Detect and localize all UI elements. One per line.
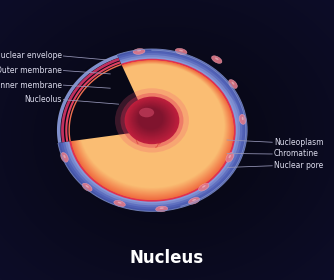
Ellipse shape <box>82 183 92 191</box>
Ellipse shape <box>74 62 230 195</box>
Ellipse shape <box>114 200 125 207</box>
Ellipse shape <box>133 103 170 135</box>
Ellipse shape <box>175 48 187 55</box>
Ellipse shape <box>64 55 240 205</box>
Ellipse shape <box>156 206 168 212</box>
Ellipse shape <box>138 108 163 129</box>
Ellipse shape <box>137 107 164 130</box>
Ellipse shape <box>211 56 222 63</box>
Text: Nucleolus: Nucleolus <box>24 95 62 104</box>
Ellipse shape <box>202 185 205 188</box>
Polygon shape <box>55 53 152 143</box>
Ellipse shape <box>73 62 231 196</box>
Text: Nuclear envelope: Nuclear envelope <box>0 52 62 60</box>
Ellipse shape <box>137 106 165 131</box>
Ellipse shape <box>228 155 231 158</box>
Ellipse shape <box>188 197 200 204</box>
Ellipse shape <box>79 64 224 188</box>
Ellipse shape <box>77 63 227 191</box>
Ellipse shape <box>75 62 228 193</box>
Ellipse shape <box>78 64 225 189</box>
Ellipse shape <box>57 49 247 211</box>
Ellipse shape <box>139 108 154 117</box>
Ellipse shape <box>242 117 243 120</box>
Ellipse shape <box>130 101 173 138</box>
Ellipse shape <box>231 82 234 85</box>
Ellipse shape <box>68 59 236 202</box>
Ellipse shape <box>76 63 228 193</box>
Ellipse shape <box>66 57 238 203</box>
Ellipse shape <box>137 50 141 52</box>
Ellipse shape <box>133 48 145 54</box>
Ellipse shape <box>131 102 172 137</box>
Ellipse shape <box>132 103 171 136</box>
Ellipse shape <box>70 60 233 199</box>
Ellipse shape <box>78 64 226 190</box>
Ellipse shape <box>77 63 227 191</box>
Ellipse shape <box>74 62 230 195</box>
Text: Nuclear pore: Nuclear pore <box>274 161 323 170</box>
Ellipse shape <box>78 64 225 189</box>
Ellipse shape <box>71 61 232 198</box>
Ellipse shape <box>76 63 228 192</box>
Ellipse shape <box>125 97 179 144</box>
Ellipse shape <box>127 99 176 141</box>
Ellipse shape <box>126 98 177 142</box>
Ellipse shape <box>73 62 231 197</box>
Ellipse shape <box>135 105 167 133</box>
Text: Nucleus: Nucleus <box>130 249 204 267</box>
Text: Nucleoplasm: Nucleoplasm <box>274 138 323 147</box>
Ellipse shape <box>72 61 232 197</box>
Ellipse shape <box>239 114 246 124</box>
Ellipse shape <box>79 64 225 189</box>
Ellipse shape <box>72 61 232 197</box>
Ellipse shape <box>121 93 183 148</box>
Ellipse shape <box>128 100 175 140</box>
Ellipse shape <box>226 153 233 162</box>
Ellipse shape <box>61 153 68 162</box>
Ellipse shape <box>86 185 89 188</box>
Ellipse shape <box>126 97 178 143</box>
Ellipse shape <box>75 62 229 193</box>
Ellipse shape <box>228 80 237 88</box>
Text: Chromatine: Chromatine <box>274 150 319 158</box>
Ellipse shape <box>76 63 228 192</box>
Ellipse shape <box>192 199 196 201</box>
Ellipse shape <box>77 63 227 192</box>
Ellipse shape <box>78 64 226 190</box>
Text: Outer membrane: Outer membrane <box>0 66 62 75</box>
Ellipse shape <box>179 50 183 52</box>
Ellipse shape <box>61 53 242 207</box>
Ellipse shape <box>199 183 209 191</box>
Ellipse shape <box>64 71 239 161</box>
Ellipse shape <box>160 207 164 209</box>
Ellipse shape <box>70 60 234 200</box>
Ellipse shape <box>75 62 229 194</box>
Ellipse shape <box>72 61 231 197</box>
Ellipse shape <box>134 104 168 134</box>
Ellipse shape <box>59 51 245 209</box>
Ellipse shape <box>73 62 231 196</box>
Ellipse shape <box>73 62 230 196</box>
Ellipse shape <box>115 88 189 153</box>
Ellipse shape <box>71 61 233 199</box>
Ellipse shape <box>71 61 232 199</box>
Ellipse shape <box>79 64 225 188</box>
Ellipse shape <box>79 64 224 188</box>
Ellipse shape <box>75 62 229 194</box>
Ellipse shape <box>76 63 227 192</box>
Ellipse shape <box>78 64 226 190</box>
Ellipse shape <box>129 101 174 139</box>
Text: Inner membrane: Inner membrane <box>0 81 62 90</box>
Ellipse shape <box>74 62 229 194</box>
Ellipse shape <box>215 57 218 60</box>
Ellipse shape <box>71 61 233 199</box>
Ellipse shape <box>72 61 232 198</box>
Ellipse shape <box>74 62 230 195</box>
Ellipse shape <box>63 155 65 158</box>
Ellipse shape <box>70 60 233 200</box>
Ellipse shape <box>118 202 122 204</box>
Ellipse shape <box>77 63 226 191</box>
Ellipse shape <box>136 106 166 132</box>
